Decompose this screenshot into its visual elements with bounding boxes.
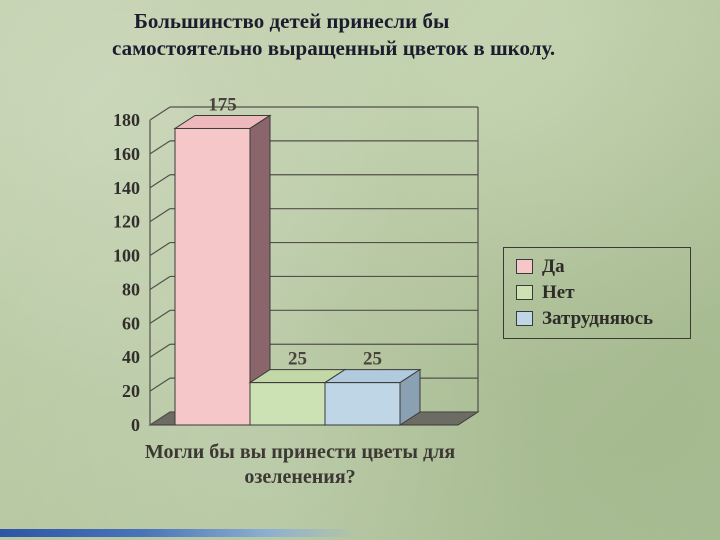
- chart-legend: Да Нет Затрудняюсь: [503, 247, 691, 339]
- bar-Да-front: [174, 127, 251, 426]
- bar-Нет-value-label: 25: [288, 349, 307, 370]
- bar-Да-value-label: 175: [208, 94, 237, 115]
- legend-label-da: Да: [542, 256, 565, 277]
- y-tick-label: 100: [113, 246, 140, 266]
- y-tick-label: 40: [122, 347, 140, 367]
- y-axis-tick: [149, 275, 171, 290]
- legend-label-zatrudnyayus: Затрудняюсь: [542, 308, 654, 329]
- y-axis-tick: [149, 377, 171, 392]
- legend-swatch-da: [516, 259, 533, 274]
- y-tick-label: 160: [113, 144, 140, 164]
- y-axis-tick: [149, 242, 171, 257]
- bar-Затрудняюсь-front: [324, 382, 401, 426]
- y-axis-tick: [149, 208, 171, 223]
- y-axis-tick: [149, 106, 171, 121]
- bar-Нет-front: [249, 382, 326, 426]
- y-axis-tick: [149, 411, 171, 426]
- legend-swatch-zatrudnyayus: [516, 311, 533, 326]
- y-tick-label: 60: [122, 313, 140, 333]
- y-tick-label: 120: [113, 212, 140, 232]
- y-tick-label: 80: [122, 279, 140, 299]
- legend-item-net: Нет: [516, 283, 680, 302]
- y-axis-tick: [149, 174, 171, 189]
- y-tick-label: 180: [113, 110, 140, 130]
- legend-item-da: Да: [516, 257, 680, 276]
- y-tick-label: 20: [122, 381, 140, 401]
- y-axis-tick: [149, 309, 171, 324]
- legend-item-zatrudnyayus: Затрудняюсь: [516, 309, 680, 328]
- y-axis-tick: [149, 343, 171, 358]
- legend-label-net: Нет: [542, 282, 575, 303]
- slide-title: Большинство детей принесли бы самостояте…: [112, 9, 556, 61]
- y-axis-tick: [149, 140, 171, 155]
- legend-swatch-net: [516, 285, 533, 300]
- bottom-accent-bar: [0, 529, 360, 537]
- x-axis-title: Могли бы вы принести цветы для озеленени…: [144, 441, 456, 488]
- bar-Затрудняюсь-value-label: 25: [363, 349, 382, 370]
- y-tick-label: 140: [113, 178, 140, 198]
- y-tick-label: 0: [131, 415, 140, 435]
